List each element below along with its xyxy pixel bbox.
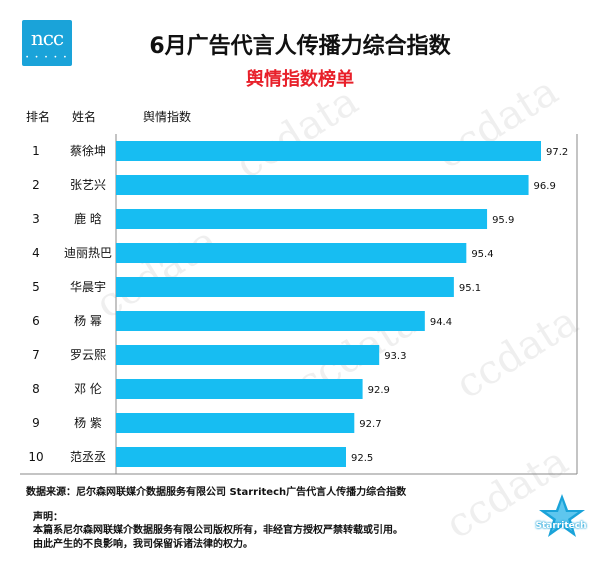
category-label: 范丞丞 <box>69 450 106 464</box>
category-label: 邓 伦 <box>74 382 102 396</box>
rank-label: 10 <box>28 450 44 464</box>
rank-label: 2 <box>32 178 40 192</box>
category-label: 杨 紫 <box>74 416 102 430</box>
bar <box>116 447 346 467</box>
value-label: 92.9 <box>368 385 390 396</box>
category-label: 鹿 晗 <box>74 212 102 226</box>
chart-title: 6月广告代言人传播力综合指数 <box>149 34 451 59</box>
header-name: 姓名 <box>72 110 97 124</box>
rank-label: 8 <box>32 382 40 396</box>
value-label: 95.1 <box>459 283 481 294</box>
category-label: 迪丽热巴 <box>63 246 112 260</box>
chart-subtitle: 舆情指数榜单 <box>246 69 354 90</box>
header-rank: 排名 <box>26 110 51 124</box>
rank-label: 9 <box>32 416 40 430</box>
rank-label: 5 <box>32 280 40 294</box>
bar <box>116 243 467 263</box>
ncc-logo: ncc • • • • • <box>22 20 72 66</box>
bar <box>116 379 363 399</box>
starritech-label: Starritech <box>535 521 587 531</box>
rank-label: 7 <box>32 348 40 362</box>
bar <box>116 311 425 331</box>
bar <box>116 141 541 161</box>
category-label: 杨 幂 <box>74 314 102 328</box>
category-label: 华晨宇 <box>69 280 106 294</box>
header-index: 舆情指数 <box>143 110 192 124</box>
value-label: 97.2 <box>546 147 568 158</box>
rank-label: 4 <box>32 246 40 260</box>
category-label: 张艺兴 <box>69 178 106 192</box>
category-label: 蔡徐坤 <box>69 144 106 158</box>
bar <box>116 277 454 297</box>
value-label: 92.7 <box>359 419 381 430</box>
rank-label: 3 <box>32 212 40 226</box>
rank-label: 6 <box>32 314 40 328</box>
logo-dots: • • • • • <box>25 54 69 61</box>
value-label: 95.4 <box>471 249 493 260</box>
logo-text: ncc <box>30 26 64 50</box>
bar <box>116 175 529 195</box>
declaration-line-2: 由此产生的不良影响，我司保留诉诸法律的权力。 <box>33 539 253 550</box>
bar <box>116 209 488 229</box>
declaration-line-1: 本篇系尼尔森网联媒介数据服务有限公司版权所有，非经官方授权严禁转载或引用。 <box>33 525 403 536</box>
rank-label: 1 <box>32 144 40 158</box>
bar <box>116 413 355 433</box>
value-label: 93.3 <box>384 351 406 362</box>
value-label: 96.9 <box>534 181 556 192</box>
value-label: 95.9 <box>492 215 514 226</box>
declaration-title: 声明： <box>33 512 63 523</box>
value-label: 92.5 <box>351 453 373 464</box>
bar <box>116 345 380 365</box>
starritech-star-icon <box>539 494 585 537</box>
value-label: 94.4 <box>430 317 452 328</box>
data-source: 数据来源：尼尔森网联媒介数据服务有限公司 Starritech广告代言人传播力综… <box>26 487 407 498</box>
category-label: 罗云熙 <box>69 348 106 362</box>
